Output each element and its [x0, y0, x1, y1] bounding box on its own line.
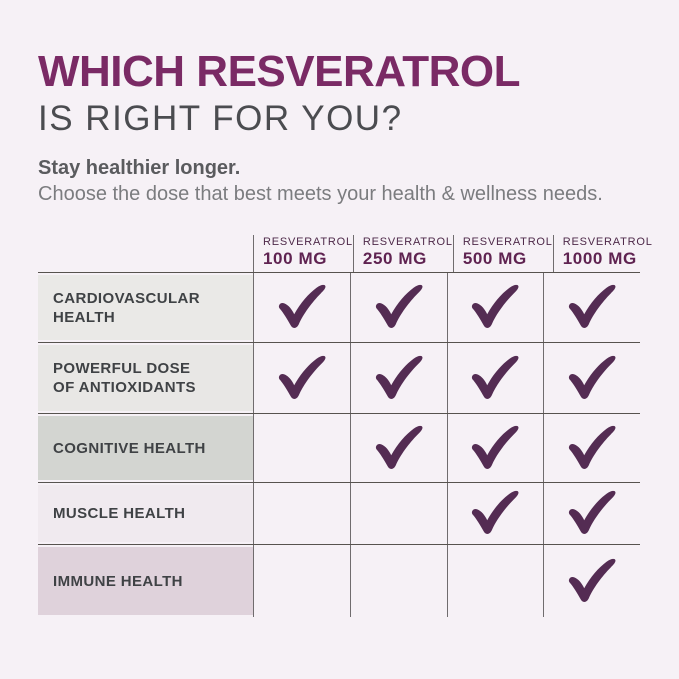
row-label: MUSCLE HEALTH — [38, 485, 253, 542]
check-cell — [349, 545, 447, 617]
table-row-cognitive-health: COGNITIVE HEALTH — [38, 413, 640, 482]
table-corner-cell — [38, 235, 253, 272]
page-title: WHICH RESVERATROL — [38, 47, 521, 96]
column-header-100mg: RESVERATROL 100 MG — [253, 235, 353, 272]
column-brand-label: RESVERATROL — [263, 236, 353, 248]
check-cell — [543, 483, 640, 544]
check-cell — [253, 483, 350, 544]
check-cell — [253, 343, 350, 413]
row-label: CARDIOVASCULAR HEALTH — [38, 275, 253, 340]
check-icon — [375, 425, 423, 469]
column-header-500mg: RESVERATROL 500 MG — [452, 235, 553, 272]
row-label: IMMUNE HEALTH — [38, 547, 253, 615]
check-cell — [349, 273, 447, 342]
table-row-cardiovascular-health: CARDIOVASCULAR HEALTH — [38, 272, 640, 342]
check-icon — [278, 355, 326, 399]
column-dose-label: 100 MG — [263, 249, 328, 268]
check-cell — [446, 483, 544, 544]
check-cell — [446, 545, 544, 617]
check-cell — [543, 545, 640, 617]
check-icon — [472, 284, 519, 329]
column-brand-label: RESVERATROL — [562, 236, 653, 248]
column-brand-label: RESVERATROL — [462, 236, 553, 248]
check-icon — [569, 284, 616, 329]
check-cell — [253, 545, 350, 617]
check-icon — [569, 490, 616, 535]
check-cell — [543, 273, 640, 342]
check-cell — [543, 414, 640, 482]
check-cell — [253, 414, 350, 482]
check-cell — [543, 343, 640, 413]
check-icon — [472, 355, 519, 399]
row-label: COGNITIVE HEALTH — [38, 416, 253, 480]
check-icon — [472, 490, 519, 535]
table-row-immune-health: IMMUNE HEALTH — [38, 544, 640, 617]
column-brand-label: RESVERATROL — [362, 236, 453, 248]
check-cell — [446, 414, 544, 482]
table-row-muscle-health: MUSCLE HEALTH — [38, 482, 640, 544]
check-icon — [278, 284, 326, 329]
check-icon — [569, 355, 616, 399]
column-dose-label: 1000 MG — [562, 249, 637, 268]
check-cell — [349, 483, 447, 544]
check-cell — [446, 273, 544, 342]
page-subtitle: IS RIGHT FOR YOU? — [38, 99, 403, 138]
check-cell — [349, 343, 447, 413]
instruction-text: Choose the dose that best meets your hea… — [38, 183, 603, 205]
column-header-1000mg: RESVERATROL 1000 MG — [552, 235, 653, 272]
check-cell — [446, 343, 544, 413]
comparison-table: RESVERATROL 100 MG RESVERATROL 250 MG RE… — [38, 235, 652, 617]
check-icon — [375, 284, 423, 329]
check-icon — [569, 425, 616, 469]
column-dose-label: 250 MG — [362, 249, 427, 268]
hero-header: WHICH RESVERATROL IS RIGHT FOR YOU? Stay… — [38, 47, 648, 206]
tagline-text: Stay healthier longer. — [38, 157, 241, 179]
check-icon — [472, 425, 519, 469]
check-cell — [349, 414, 447, 482]
check-icon — [375, 355, 423, 399]
column-header-250mg: RESVERATROL 250 MG — [352, 235, 453, 272]
table-row-antioxidants: POWERFUL DOSE OF ANTIOXIDANTS — [38, 342, 640, 413]
check-cell — [253, 273, 350, 342]
table-header-row: RESVERATROL 100 MG RESVERATROL 250 MG RE… — [38, 235, 652, 272]
column-dose-label: 500 MG — [462, 249, 527, 268]
check-icon — [569, 558, 616, 602]
row-label: POWERFUL DOSE OF ANTIOXIDANTS — [38, 345, 253, 411]
